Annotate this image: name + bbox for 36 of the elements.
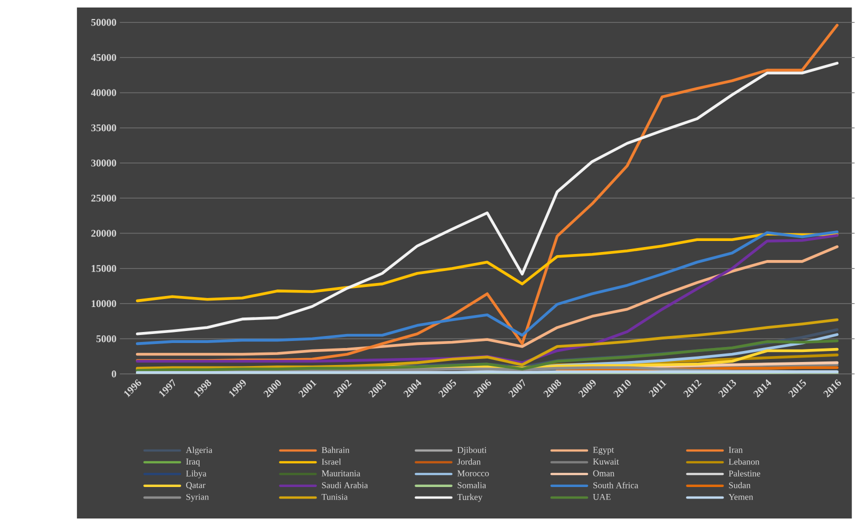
legend-label: Bahrain bbox=[322, 446, 350, 454]
y-tick-label: 0 bbox=[112, 370, 116, 378]
legend-label: Mauritania bbox=[322, 470, 360, 476]
legend-label: Saudi Arabia bbox=[322, 482, 368, 488]
legend-label: Israel bbox=[322, 458, 341, 465]
legend-label: Libya bbox=[186, 470, 206, 478]
y-tick-label: 25000 bbox=[91, 194, 116, 202]
y-tick-label: 45000 bbox=[91, 54, 116, 62]
legend-label: Qatar bbox=[186, 482, 206, 490]
legend-label: Palestine bbox=[728, 470, 760, 477]
y-tick-label: 40000 bbox=[91, 89, 116, 96]
legend-label: Turkey bbox=[457, 494, 482, 502]
y-tick-label: 50000 bbox=[91, 19, 116, 26]
legend-label: Somalia bbox=[458, 482, 486, 488]
y-tick-label: 20000 bbox=[91, 230, 116, 237]
legend-label: South Africa bbox=[593, 482, 638, 488]
legend-label: Morocco bbox=[457, 470, 489, 476]
legend-label: Sudan bbox=[729, 482, 751, 488]
legend-label: Lebanon bbox=[728, 458, 760, 465]
legend-label: Oman bbox=[593, 470, 614, 476]
legend-label: Kuwait bbox=[593, 458, 619, 465]
legend-label: Egypt bbox=[593, 447, 614, 455]
legend-label: Yemen bbox=[728, 494, 754, 500]
y-tick-label: 10000 bbox=[92, 300, 116, 308]
legend-label: UAE bbox=[593, 494, 611, 500]
y-tick-label: 15000 bbox=[92, 265, 116, 272]
legend-label: Iran bbox=[728, 447, 743, 453]
legend-label: Iraq bbox=[186, 458, 200, 466]
legend-label: Jordan bbox=[457, 458, 481, 465]
legend-label: Syrian bbox=[186, 494, 209, 502]
legend-label: Djibouti bbox=[457, 446, 487, 455]
y-tick-label: 30000 bbox=[91, 160, 116, 167]
legend-label: Algeria bbox=[186, 446, 212, 455]
y-tick-label: 35000 bbox=[91, 124, 116, 132]
y-tick-label: 5000 bbox=[96, 335, 116, 342]
legend-label: Tunisia bbox=[322, 494, 348, 500]
